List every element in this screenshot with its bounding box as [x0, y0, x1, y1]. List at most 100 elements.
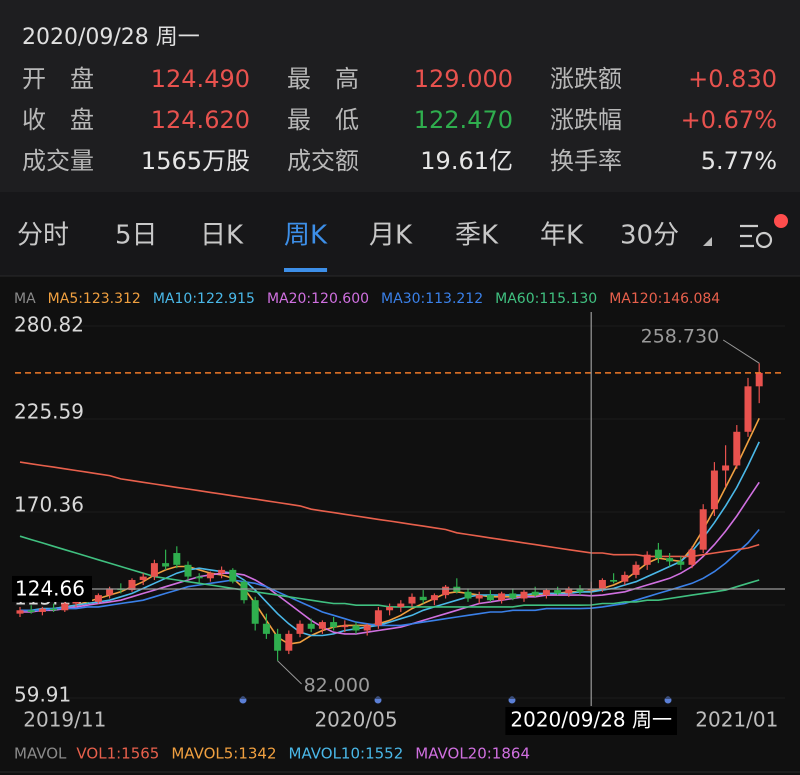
candle-body — [106, 588, 114, 596]
min-leader — [277, 660, 302, 685]
candle-body — [598, 579, 606, 589]
candle-body — [498, 593, 506, 601]
tab[interactable]: 季K — [455, 221, 499, 251]
field-value: 19.61亿 — [420, 147, 513, 175]
candle-body — [643, 554, 651, 565]
field-label: 涨跌额 — [550, 65, 622, 93]
max-label: 258.730 — [641, 326, 720, 348]
candle-body — [722, 465, 730, 471]
candle-body — [386, 606, 394, 611]
x-tick-label: 2021/01 — [695, 708, 778, 732]
candle-body — [554, 590, 562, 594]
candle-body — [218, 569, 226, 574]
field-value: 129.000 — [414, 65, 513, 93]
candle-body — [699, 509, 707, 550]
candle-body — [318, 622, 326, 629]
candle-body — [464, 591, 472, 599]
field-value: 5.77% — [701, 147, 777, 175]
candle-body — [206, 573, 214, 579]
legend-item: MA60:115.130 — [495, 291, 597, 307]
ma-line — [20, 528, 760, 627]
tab[interactable]: 月K — [369, 221, 413, 251]
volume-legend-item: VOL1:1565 — [76, 745, 159, 763]
field-label: 成交额 — [287, 147, 359, 175]
field-label: 换手率 — [550, 147, 622, 175]
quote-panel — [0, 0, 800, 192]
legend-item: MA5:123.312 — [48, 291, 141, 307]
chart-panel — [0, 276, 800, 775]
field-label: 收 盘 — [22, 106, 94, 134]
candle-body — [744, 386, 752, 432]
tab[interactable]: 5日 — [115, 221, 158, 251]
candle-body — [710, 470, 718, 510]
crosshair-price-box — [12, 575, 92, 602]
candle-body — [486, 595, 494, 601]
tab[interactable]: 日K — [200, 221, 244, 251]
candle-body — [94, 595, 102, 602]
settings-icon[interactable] — [740, 214, 788, 249]
candle-body — [27, 610, 35, 612]
max-leader — [722, 339, 760, 364]
field-label: 开 盘 — [22, 65, 94, 93]
candle-body — [274, 633, 282, 651]
candle-body — [755, 372, 763, 387]
candle-body — [621, 574, 629, 582]
x-tick-label: 2019/11 — [23, 708, 106, 732]
legend-item: MA20:120.600 — [267, 291, 369, 307]
candle-body — [38, 608, 46, 612]
legend-prefix: MA — [14, 291, 36, 307]
y-tick-label: 59.91 — [14, 683, 71, 707]
candle-body — [419, 596, 427, 601]
candle-body — [240, 581, 248, 601]
tab[interactable]: 周K — [284, 221, 328, 251]
candle-body — [374, 610, 382, 626]
candle-body — [576, 588, 584, 592]
candle-body — [509, 593, 517, 599]
candle-body — [397, 603, 405, 607]
candle-body — [666, 558, 674, 562]
ma-line — [19, 461, 760, 558]
field-value: +0.830 — [688, 65, 777, 93]
volume-legend-item: MAVOL5:1342 — [171, 745, 276, 763]
candle-body — [520, 591, 528, 599]
field-value: 122.470 — [414, 106, 513, 134]
tab-indicator — [284, 268, 328, 272]
candle-body — [128, 579, 136, 591]
candle-body — [677, 561, 685, 565]
x-tick-label: 2020/05 — [314, 708, 397, 732]
candle-body — [16, 610, 24, 614]
tab[interactable]: 年K — [540, 221, 584, 251]
candle-body — [162, 563, 170, 567]
candle-body — [733, 431, 741, 466]
candle-body — [262, 623, 270, 634]
candle-body — [61, 603, 69, 611]
candle-body — [251, 600, 259, 624]
candle-body — [184, 564, 192, 577]
candle-body — [654, 549, 662, 559]
field-label: 成交量 — [22, 147, 94, 175]
volume-legend-item: MAVOL20:1864 — [415, 745, 530, 763]
candle-body — [50, 608, 58, 611]
candle-body — [285, 633, 293, 651]
tab[interactable]: 分时 — [17, 221, 69, 251]
field-label: 涨跌幅 — [550, 106, 622, 134]
field-value: 124.490 — [151, 65, 250, 93]
candle-body — [610, 579, 618, 582]
candle-body — [150, 563, 158, 577]
candle-body — [565, 588, 573, 594]
crosshair-date: 2020/09/28 周一 — [510, 708, 672, 732]
y-tick-label: 280.82 — [14, 313, 84, 337]
legend-item: MA10:122.915 — [153, 291, 255, 307]
candle-body — [173, 553, 181, 565]
candle-body — [341, 625, 349, 628]
tab-bar — [0, 192, 800, 276]
field-value: 1565万股 — [141, 147, 250, 175]
field-label: 最 低 — [287, 106, 359, 134]
tab[interactable]: 30分 — [620, 221, 679, 251]
candle-body — [442, 586, 450, 596]
candle-body — [531, 591, 539, 596]
dropdown-arrow[interactable] — [703, 237, 712, 246]
y-tick-label: 225.59 — [14, 400, 84, 424]
